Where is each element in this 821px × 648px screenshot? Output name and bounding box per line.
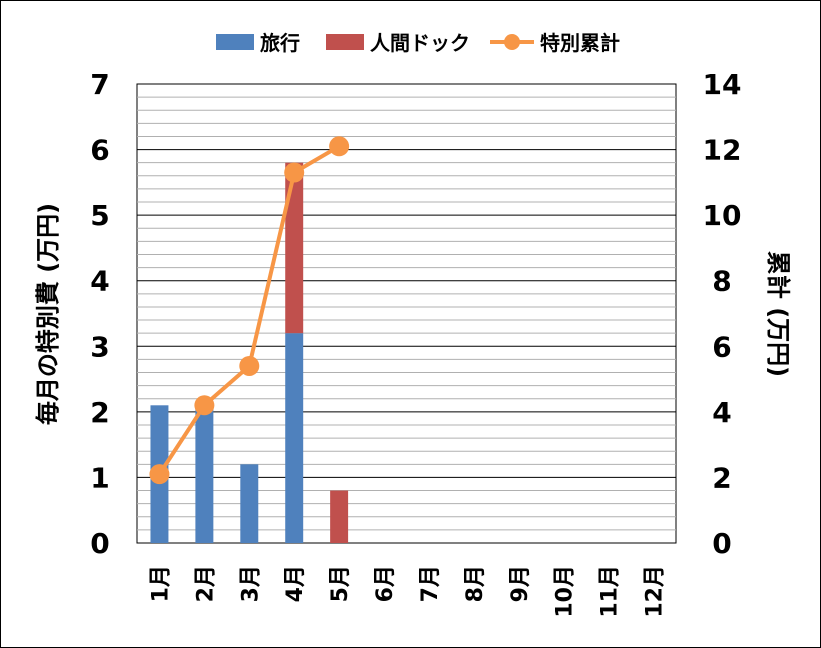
- bar-travel-2: [195, 405, 214, 543]
- cumulative-line: [149, 136, 350, 485]
- cumulative-point-4: [284, 162, 305, 183]
- legend-swatch-checkup: [326, 34, 364, 50]
- y2-tick-label: 8: [712, 265, 731, 298]
- x-axis-ticks: 1月 2月 3月 4月 5月 6月 7月 8月 9月 10月 11月 12月: [148, 565, 667, 618]
- y2-tick-label: 0: [712, 527, 731, 560]
- x-tick-label: 7月: [418, 565, 443, 602]
- x-tick-label: 3月: [238, 565, 263, 602]
- y-tick-label: 4: [90, 265, 109, 298]
- cumulative-point-5: [329, 136, 350, 157]
- y-tick-label: 2: [90, 396, 109, 429]
- bar-checkup-4: [285, 162, 304, 334]
- y2-tick-label: 12: [703, 134, 742, 167]
- x-tick-label: 5月: [328, 565, 353, 602]
- x-tick-label: 6月: [373, 565, 398, 602]
- y-tick-label: 6: [90, 134, 109, 167]
- y-tick-label: 0: [90, 527, 109, 560]
- legend-marker-cumulative: [504, 34, 520, 50]
- y-tick-label: 3: [90, 330, 109, 363]
- x-tick-label: 2月: [193, 565, 218, 602]
- legend-label-travel: 旅行: [260, 31, 300, 55]
- cumulative-point-1: [149, 464, 170, 485]
- y-tick-label: 1: [90, 461, 109, 494]
- y-axis-left-ticks: 0 1 2 3 4 5 6 7: [90, 68, 109, 560]
- y2-tick-label: 2: [712, 461, 731, 494]
- y-axis-right-ticks: 0 2 4 6 8 10 12 14: [703, 68, 742, 560]
- x-tick-label: 11月: [598, 565, 623, 618]
- legend: 旅行 人間ドック 特別累計: [216, 31, 620, 55]
- x-tick-label: 9月: [508, 565, 533, 602]
- y2-tick-label: 14: [703, 68, 742, 101]
- bar-travel-3: [240, 464, 259, 543]
- bar-travel-4: [285, 333, 304, 543]
- plot-area: [136, 83, 677, 544]
- y-tick-label: 7: [90, 68, 109, 101]
- y2-tick-label: 6: [712, 330, 731, 363]
- x-tick-label: 10月: [553, 565, 578, 618]
- x-tick-label: 4月: [283, 565, 308, 602]
- cumulative-point-2: [194, 395, 215, 416]
- x-tick-label: 12月: [643, 565, 668, 618]
- cumulative-point-3: [239, 355, 260, 376]
- y-axis-right-title: 累計 (万円): [764, 251, 792, 377]
- gridlines: [136, 83, 677, 544]
- y2-tick-label: 4: [712, 396, 731, 429]
- bar-checkup-5: [330, 490, 349, 543]
- x-tick-label: 8月: [463, 565, 488, 602]
- legend-label-cumulative: 特別累計: [540, 31, 620, 55]
- y-tick-label: 5: [90, 199, 109, 232]
- bars: [150, 162, 349, 543]
- legend-label-checkup: 人間ドック: [370, 31, 470, 55]
- y2-tick-label: 10: [703, 199, 742, 232]
- legend-swatch-travel: [216, 34, 254, 50]
- y-axis-left-title: 毎月の特別費 (万円): [34, 203, 62, 425]
- x-tick-label: 1月: [148, 565, 173, 602]
